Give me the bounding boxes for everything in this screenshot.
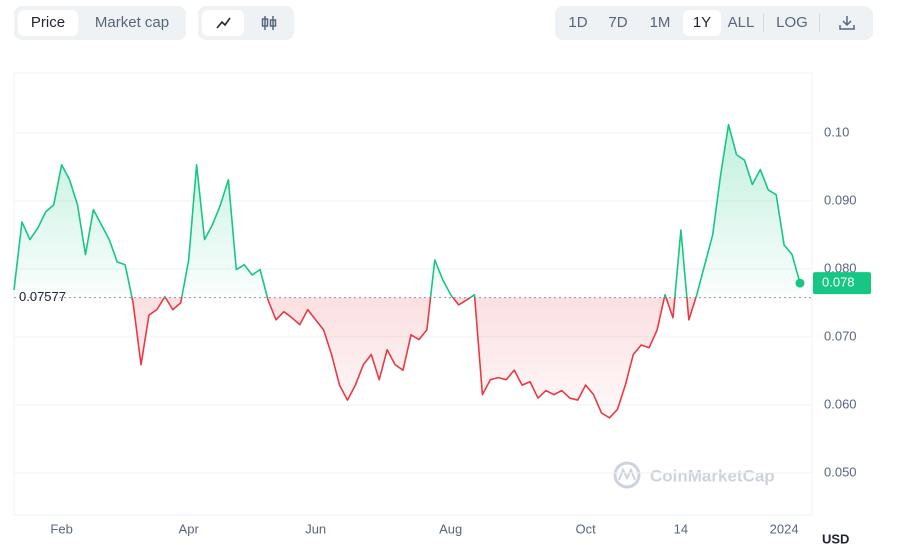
separator [763,14,764,32]
range-button[interactable]: 1Y [683,10,721,36]
range-button[interactable]: 7D [608,14,628,31]
candle-chart-button[interactable] [248,10,290,36]
line-icon [216,17,231,29]
x-tick-label: Oct [576,521,597,536]
x-tick-label: 14 [674,521,688,536]
x-tick-label: Apr [179,521,200,536]
line-chart-button[interactable] [202,10,244,36]
y-tick-label: 0.070 [824,328,857,343]
range-button[interactable]: 1M [649,14,671,31]
log-button[interactable]: LOG [776,14,808,31]
range-button[interactable]: 1D [568,14,588,31]
download-icon [839,16,855,30]
chart-style-toggle [198,6,294,40]
y-tick-label: 0.050 [824,464,857,479]
x-tick-label: Aug [439,521,462,536]
last-price-dot [795,278,805,288]
plot-frame [13,72,813,516]
range-button[interactable]: ALL [727,14,755,31]
watermark: CoinMarketCap [613,461,775,489]
price-tag [813,272,871,295]
x-tick-label: Feb [50,521,72,536]
price-line [13,123,801,419]
y-tick-label: 0.090 [824,192,857,207]
price-area [14,124,800,418]
watermark-text: CoinMarketCap [650,466,775,485]
metric-toggle: Price Market cap [14,6,186,40]
candle-icon [261,16,277,30]
range-toggle: 1D 7D 1M 1Y ALL LOG [555,6,873,40]
y-tick-label: 0.10 [824,124,849,139]
market-cap-button[interactable]: Market cap [94,14,170,31]
y-tick-label: 0.080 [824,260,857,275]
separator [819,14,820,32]
download-button[interactable] [827,10,867,36]
y-axis-unit: USD [822,531,849,546]
y-tick-label: 0.060 [824,396,857,411]
price-tag-label: 0.078 [822,275,855,290]
price-button[interactable]: Price [18,10,78,36]
x-tick-label: 2024 [770,521,799,536]
x-tick-label: Jun [305,521,326,536]
